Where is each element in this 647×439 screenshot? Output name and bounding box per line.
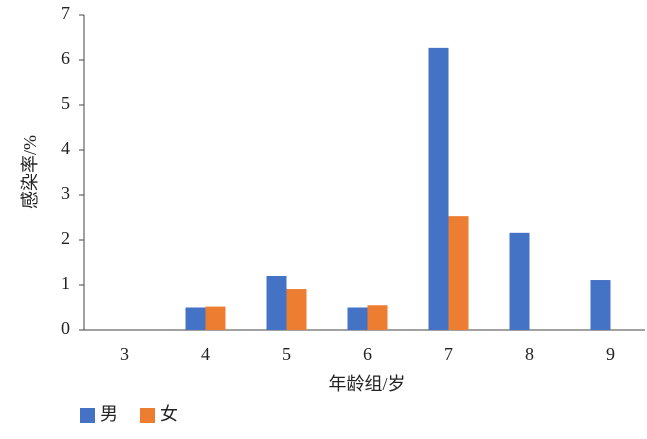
legend-label: 女 <box>160 404 178 424</box>
bar <box>286 289 307 330</box>
legend-label: 男 <box>100 404 118 424</box>
bar <box>266 276 287 330</box>
y-tick-label: 1 <box>61 273 70 293</box>
bar <box>428 47 449 330</box>
y-axis-label: 感染率/% <box>20 135 40 209</box>
bar <box>205 306 226 330</box>
x-tick-label: 8 <box>525 344 534 364</box>
y-tick-label: 5 <box>61 93 70 113</box>
bar <box>590 280 611 330</box>
bar <box>367 305 388 330</box>
y-tick-label: 4 <box>61 138 70 158</box>
bar <box>509 232 530 330</box>
x-tick-label: 4 <box>201 344 210 364</box>
y-tick-label: 6 <box>61 48 70 68</box>
x-tick-label: 7 <box>444 344 453 364</box>
x-tick-label: 3 <box>120 344 129 364</box>
y-tick-label: 2 <box>61 228 70 248</box>
x-axis-label: 年龄组/岁 <box>328 374 405 394</box>
x-tick-label: 9 <box>606 344 615 364</box>
bar <box>347 307 368 330</box>
legend-swatch <box>80 408 95 423</box>
bar <box>185 307 206 330</box>
x-tick-label: 6 <box>363 344 372 364</box>
x-tick-label: 5 <box>282 344 291 364</box>
y-tick-label: 0 <box>61 318 70 338</box>
bar <box>448 216 469 330</box>
legend-swatch <box>140 408 155 423</box>
y-tick-label: 7 <box>61 3 70 23</box>
y-tick-label: 3 <box>61 183 70 203</box>
